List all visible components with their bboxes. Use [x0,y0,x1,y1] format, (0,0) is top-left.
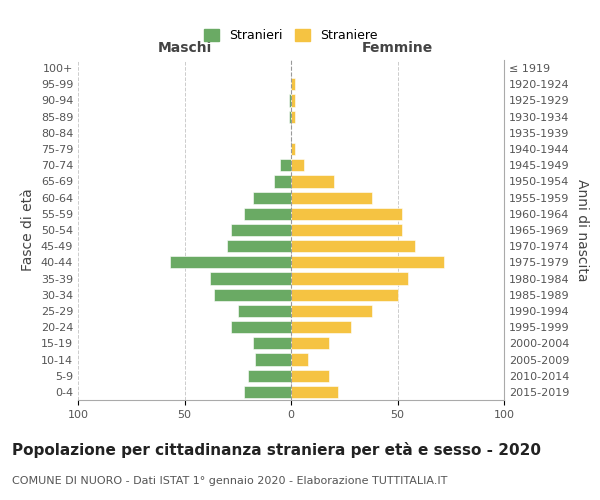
Bar [291,208,402,220]
Text: Popolazione per cittadinanza straniera per età e sesso - 2020: Popolazione per cittadinanza straniera p… [12,442,541,458]
Text: COMUNE DI NUORO - Dati ISTAT 1° gennaio 2020 - Elaborazione TUTTITALIA.IT: COMUNE DI NUORO - Dati ISTAT 1° gennaio … [12,476,448,486]
Bar [227,240,291,252]
Bar [291,192,372,203]
Text: Femmine: Femmine [362,41,433,55]
Bar [238,305,291,317]
Bar [291,321,350,333]
Bar [248,370,291,382]
Bar [291,176,334,188]
Bar [280,159,291,172]
Bar [291,78,295,90]
Bar [291,272,408,284]
Y-axis label: Anni di nascita: Anni di nascita [575,179,589,281]
Bar [291,110,295,122]
Bar [291,94,295,106]
Legend: Stranieri, Straniere: Stranieri, Straniere [200,26,382,46]
Bar [244,208,291,220]
Y-axis label: Fasce di età: Fasce di età [21,188,35,272]
Bar [291,354,308,366]
Bar [291,338,329,349]
Bar [232,321,291,333]
Bar [244,386,291,398]
Bar [291,370,329,382]
Bar [253,338,291,349]
Bar [291,305,372,317]
Bar [253,192,291,203]
Bar [291,288,398,301]
Bar [232,224,291,236]
Bar [214,288,291,301]
Bar [210,272,291,284]
Bar [291,256,445,268]
Bar [291,240,415,252]
Bar [274,176,291,188]
Bar [291,224,402,236]
Bar [170,256,291,268]
Bar [291,143,295,155]
Text: Maschi: Maschi [157,41,212,55]
Bar [289,110,291,122]
Bar [289,94,291,106]
Bar [291,386,338,398]
Bar [255,354,291,366]
Bar [291,159,304,172]
